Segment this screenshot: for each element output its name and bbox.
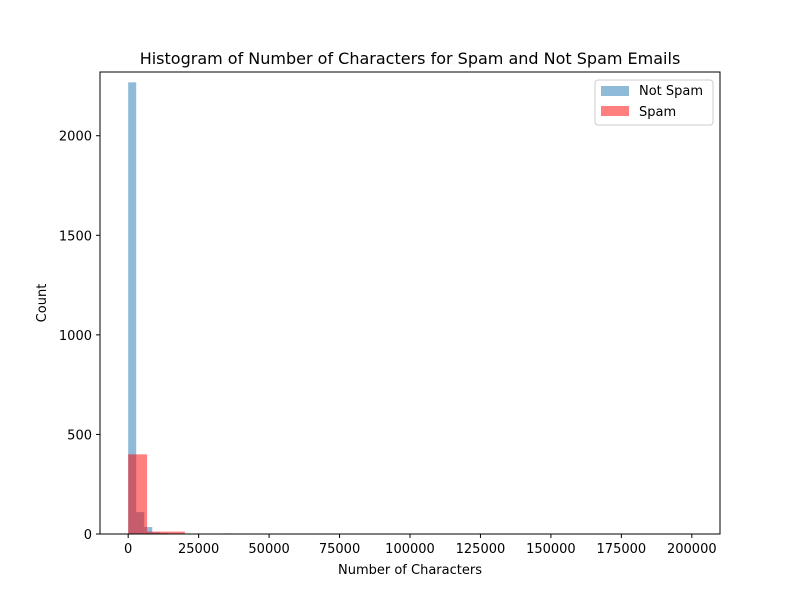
bar-spam-1 [147,531,166,534]
legend-label-spam: Spam [639,105,676,120]
plot-frame [99,71,721,535]
y-axis-label: Count [35,284,50,323]
y-tick-label-1000: 1000 [59,329,92,344]
bars-layer [128,82,233,535]
bar-not-spam-2 [144,527,153,534]
bar-spam-2 [165,531,185,534]
x-tick-label-175000: 175000 [597,542,647,557]
x-tick-label-50000: 50000 [248,542,289,557]
y-tick-label-1500: 1500 [59,229,92,244]
chart-title: Histogram of Number of Characters for Sp… [140,49,681,68]
x-axis-label: Number of Characters [338,563,482,578]
y-axis-ticks: 0 500 1000 1500 2000 [59,130,100,543]
x-tick-label-25000: 25000 [178,542,219,557]
legend-swatch-not-spam [601,86,629,96]
x-tick-label-125000: 125000 [456,542,506,557]
bar-not-spam-0 [128,82,137,535]
x-tick-label-0: 0 [124,542,132,557]
x-axis-ticks: 0 25000 50000 75000 100000 125000 150000 175000… [124,534,717,557]
legend: Not Spam Spam [594,79,714,126]
x-tick-label-100000: 100000 [385,542,435,557]
y-tick-label-0: 0 [84,528,92,543]
x-tick-label-75000: 75000 [319,542,360,557]
legend-swatch-spam [601,106,629,116]
legend-label-not-spam: Not Spam [639,84,703,99]
bar-spam-0 [128,454,148,534]
x-tick-label-200000: 200000 [667,542,717,557]
x-tick-label-150000: 150000 [526,542,576,557]
y-tick-label-500: 500 [67,428,92,443]
y-tick-label-2000: 2000 [59,130,92,145]
